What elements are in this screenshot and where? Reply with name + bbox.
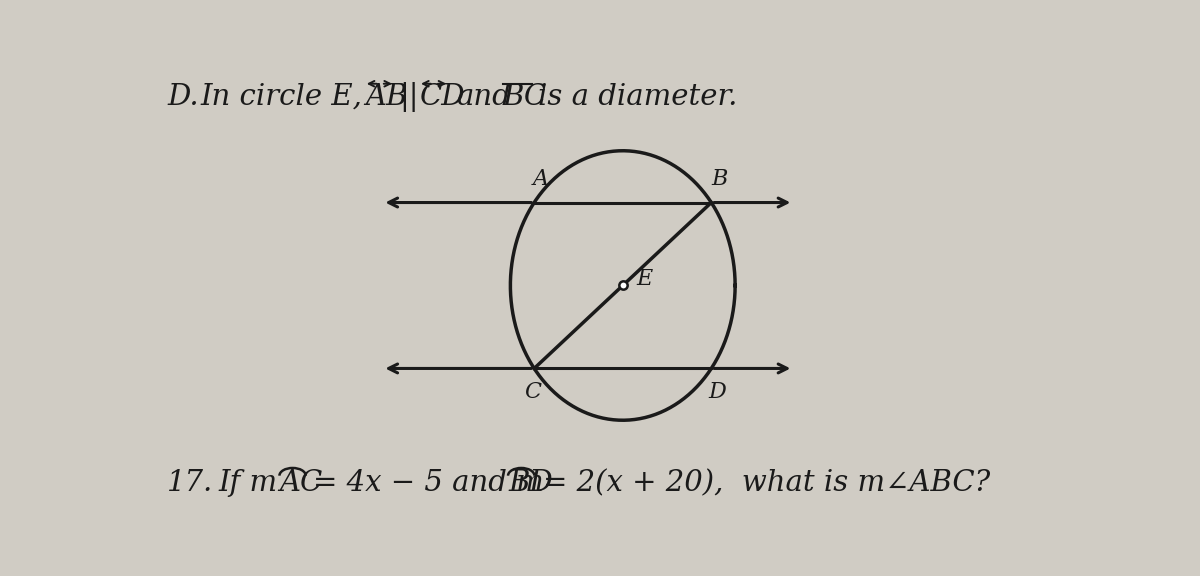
Text: D.: D. — [167, 83, 199, 111]
Text: and: and — [456, 83, 511, 111]
Text: = 2(x + 20),  what is m∠ABC?: = 2(x + 20), what is m∠ABC? — [542, 469, 990, 498]
Text: = 4x − 5 and m: = 4x − 5 and m — [313, 469, 544, 498]
Text: AC: AC — [280, 469, 323, 498]
Text: E: E — [637, 268, 653, 290]
Text: is a diameter.: is a diameter. — [538, 83, 737, 111]
Text: 17.: 17. — [167, 469, 214, 498]
Text: In circle E,: In circle E, — [200, 83, 362, 111]
Text: BC: BC — [503, 83, 547, 111]
Text: ||: || — [400, 82, 419, 112]
Text: C: C — [524, 381, 541, 403]
Text: B: B — [710, 168, 727, 190]
Text: A: A — [533, 168, 548, 190]
Text: D: D — [708, 381, 726, 403]
Text: AB: AB — [366, 83, 408, 111]
Text: If m: If m — [218, 469, 277, 498]
Text: CD: CD — [420, 83, 466, 111]
Text: BD: BD — [508, 469, 553, 498]
